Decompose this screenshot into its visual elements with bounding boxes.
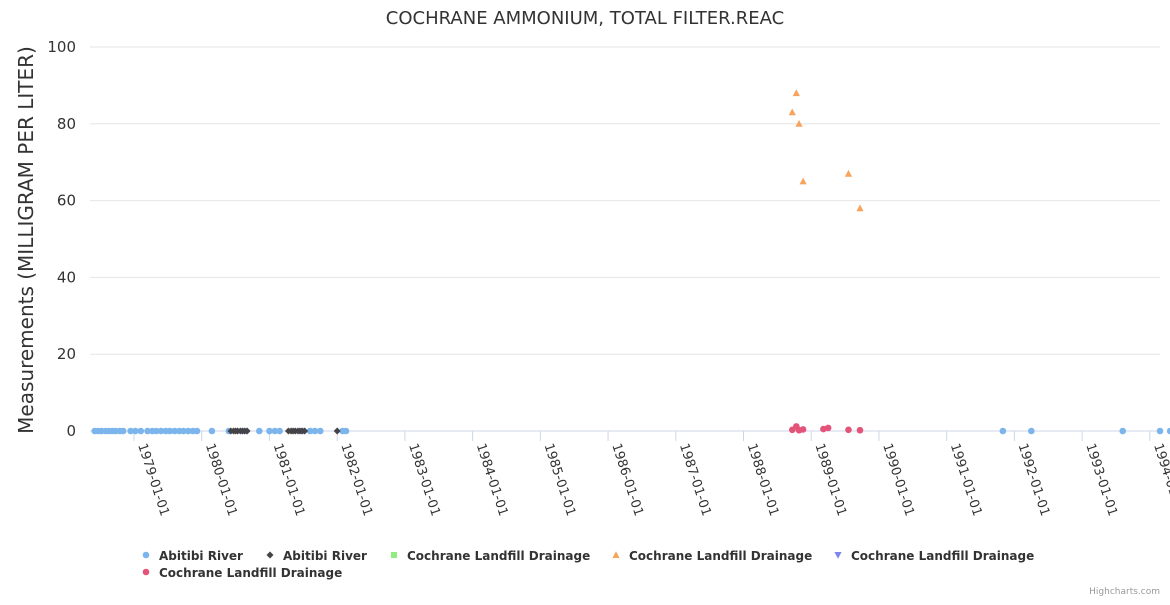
legend[interactable]: Abitibi River Abitibi River Cochrane Landf…	[142, 549, 1035, 580]
data-point-series-0[interactable]	[144, 427, 151, 435]
data-point-series-0[interactable]	[271, 427, 279, 435]
legend-item-series-2[interactable]: Cochrane Landfill Drainage	[391, 549, 590, 563]
data-point-series-5[interactable]	[856, 426, 864, 434]
data-point-series-3[interactable]	[799, 177, 807, 185]
y-axis-label: Measurements (MILLIGRAM PER LITER)	[14, 46, 38, 434]
data-point-series-0[interactable]	[127, 427, 134, 435]
legend-label: Abitibi River	[283, 549, 367, 563]
data-point-series-1[interactable]	[333, 427, 341, 435]
data-point-series-5[interactable]	[799, 426, 807, 433]
legend-symbol-series-5[interactable]	[142, 568, 150, 576]
data-point-series-3[interactable]	[856, 204, 864, 212]
data-point-series-0[interactable]	[276, 427, 283, 435]
data-point-series-0[interactable]	[306, 427, 314, 435]
data-point-series-0[interactable]	[1119, 427, 1127, 435]
legend-label: Cochrane Landfill Drainage	[159, 566, 342, 580]
legend-item-series-1[interactable]: Abitibi River	[266, 549, 368, 563]
data-point-series-0[interactable]	[137, 427, 145, 435]
data-point-series-3[interactable]	[792, 89, 800, 97]
data-point-series-3[interactable]	[844, 169, 853, 177]
data-points	[91, 89, 1170, 435]
legend-item-series-3[interactable]: Cochrane Landfill Drainage	[612, 549, 812, 563]
data-point-series-0[interactable]	[157, 427, 165, 435]
y-tick-label: 80	[57, 115, 76, 133]
y-tick-label: 40	[57, 268, 76, 286]
legend-label: Abitibi River	[159, 549, 243, 563]
credits-link[interactable]: Highcharts.com	[1089, 587, 1160, 597]
legend-symbol-series-1[interactable]	[266, 551, 274, 559]
legend-symbol-series-3[interactable]	[612, 551, 620, 558]
data-point-series-1[interactable]	[301, 427, 309, 435]
data-point-series-0[interactable]	[311, 427, 319, 435]
data-point-series-1[interactable]	[243, 427, 251, 435]
data-point-series-0[interactable]	[999, 427, 1007, 435]
data-point-series-5[interactable]	[845, 426, 852, 434]
legend-label: Cochrane Landfill Drainage	[851, 549, 1034, 563]
legend-label: Cochrane Landfill Drainage	[629, 549, 812, 563]
legend-symbol-series-0[interactable]	[142, 551, 150, 559]
y-tick-label: 100	[47, 38, 76, 56]
data-point-series-0[interactable]	[153, 427, 160, 435]
data-point-series-0[interactable]	[266, 427, 273, 435]
data-point-series-0[interactable]	[1028, 427, 1035, 435]
y-tick-label: 0	[66, 422, 76, 440]
data-point-series-5[interactable]	[824, 424, 832, 432]
data-point-series-0[interactable]	[256, 427, 263, 435]
grid-lines	[90, 46, 1160, 355]
data-point-series-0[interactable]	[208, 427, 216, 435]
data-point-series-0[interactable]	[316, 427, 324, 435]
data-point-series-0[interactable]	[342, 427, 350, 435]
data-point-series-0[interactable]	[184, 427, 192, 435]
data-point-series-0[interactable]	[171, 427, 178, 435]
chart-title: COCHRANE AMMONIUM, TOTAL FILTER.REAC	[386, 8, 784, 29]
data-point-series-0[interactable]	[132, 427, 139, 435]
y-tick-label: 60	[57, 192, 76, 210]
data-point-series-0[interactable]	[193, 427, 201, 435]
data-point-series-3[interactable]	[795, 120, 803, 127]
y-tick-label: 20	[57, 345, 76, 363]
legend-item-series-5[interactable]: Cochrane Landfill Drainage	[142, 566, 343, 580]
data-point-series-0[interactable]	[1166, 427, 1170, 435]
legend-label: Cochrane Landfill Drainage	[407, 549, 590, 563]
data-point-series-0[interactable]	[180, 427, 187, 435]
legend-symbol-series-2[interactable]	[391, 552, 397, 558]
data-point-series-0[interactable]	[119, 427, 127, 435]
data-point-series-3[interactable]	[788, 108, 796, 116]
legend-symbol-series-4[interactable]	[834, 552, 842, 559]
data-point-series-0[interactable]	[166, 427, 174, 435]
legend-item-series-0[interactable]: Abitibi River	[142, 549, 243, 563]
data-point-series-0[interactable]	[1156, 427, 1164, 435]
legend-item-series-4[interactable]: Cochrane Landfill Drainage	[834, 549, 1034, 563]
